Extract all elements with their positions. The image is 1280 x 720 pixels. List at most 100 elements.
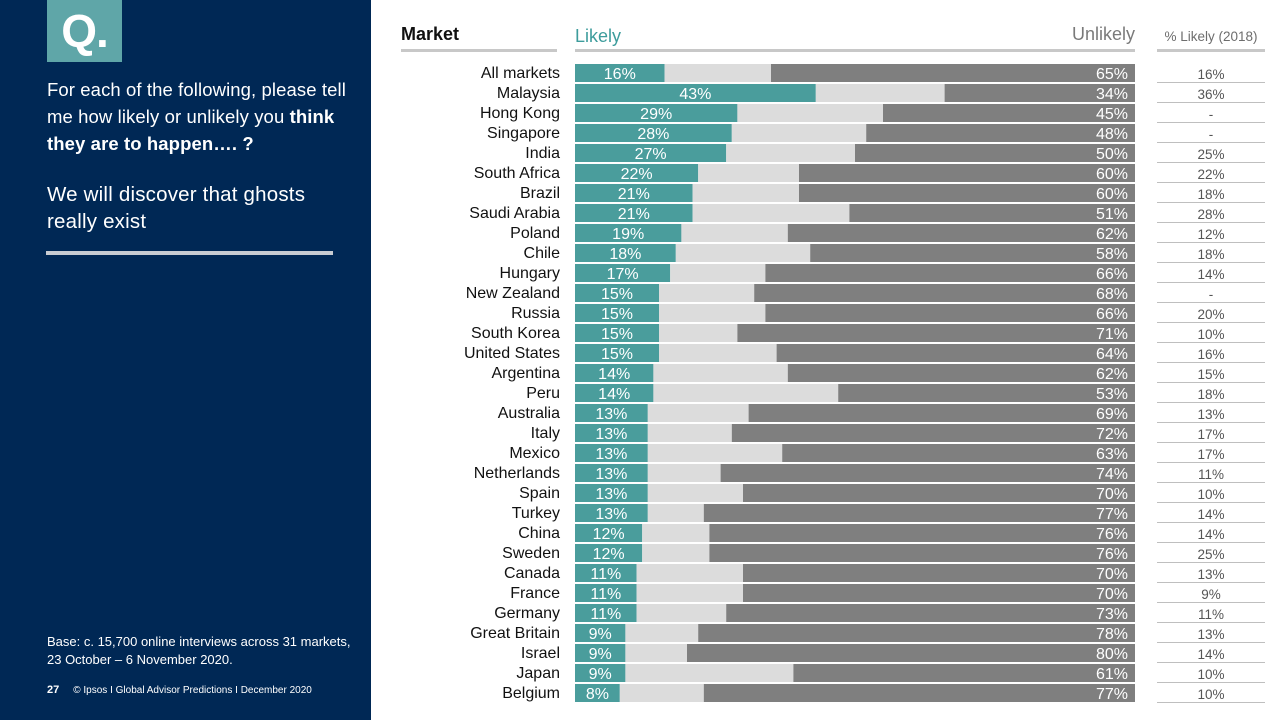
chart-row: New Zealand 15% 68% - xyxy=(466,284,1265,303)
likely-2018-rule xyxy=(1157,422,1265,423)
bar-neither xyxy=(625,624,699,642)
likely-2018-rule xyxy=(1157,662,1265,663)
bar-neither xyxy=(647,424,732,442)
likely-2018-value: 13% xyxy=(1197,567,1224,582)
bar-likely xyxy=(575,424,648,442)
bar-neither xyxy=(731,124,867,142)
unlikely-value-label: 74% xyxy=(1096,466,1128,483)
bar-likely xyxy=(575,384,654,402)
bar-neither xyxy=(636,604,727,622)
bar-unlikely xyxy=(782,444,1135,462)
unlikely-value-label: 69% xyxy=(1096,406,1128,423)
likely-value-label: 12% xyxy=(593,546,625,563)
likely-2018-value: 12% xyxy=(1197,227,1224,242)
likely-2018-value: 20% xyxy=(1197,307,1224,322)
bar-likely xyxy=(575,544,643,562)
likely-2018-value: 16% xyxy=(1197,67,1224,82)
unlikely-value-label: 78% xyxy=(1096,626,1128,643)
bar-neither xyxy=(659,284,755,302)
market-label: France xyxy=(510,585,560,602)
chart-row: Peru 14% 53% 18% xyxy=(526,384,1265,403)
bar-unlikely xyxy=(737,324,1135,342)
likely-2018-value: 14% xyxy=(1197,527,1224,542)
unlikely-value-label: 50% xyxy=(1096,146,1128,163)
likely-2018-value: 13% xyxy=(1197,627,1224,642)
unlikely-value-label: 68% xyxy=(1096,286,1128,303)
market-label: India xyxy=(525,145,560,162)
market-label: Netherlands xyxy=(474,465,560,482)
likely-2018-value: 25% xyxy=(1197,147,1224,162)
likely-2018-value: 25% xyxy=(1197,547,1224,562)
unlikely-value-label: 63% xyxy=(1096,446,1128,463)
chart-row: All markets 16% 65% 16% xyxy=(481,64,1265,83)
bar-unlikely xyxy=(787,364,1135,382)
chart-row: Singapore 28% 48% - xyxy=(487,124,1265,143)
bar-unlikely xyxy=(703,504,1135,522)
market-label: Italy xyxy=(531,425,560,442)
likely-2018-rule xyxy=(1157,542,1265,543)
likely-2018-value: 14% xyxy=(1197,507,1224,522)
likely-2018-value: 18% xyxy=(1197,247,1224,262)
header-likely: Likely xyxy=(575,26,622,46)
bar-unlikely xyxy=(883,104,1135,122)
market-label: All markets xyxy=(481,65,560,82)
likely-2018-rule xyxy=(1157,322,1265,323)
question-panel: Q. For each of the following, please tel… xyxy=(0,0,371,720)
bar-likely xyxy=(575,284,659,302)
likely-2018-rule xyxy=(1157,502,1265,503)
bar-likely xyxy=(575,104,738,122)
likely-2018-rule xyxy=(1157,682,1265,683)
bar-unlikely xyxy=(799,184,1135,202)
unlikely-value-label: 34% xyxy=(1096,86,1128,103)
likely-2018-value: 9% xyxy=(1201,587,1221,602)
likely-value-label: 13% xyxy=(595,486,627,503)
bar-likely xyxy=(575,484,648,502)
likely-2018-value: 17% xyxy=(1197,427,1224,442)
chart-row: Hungary 17% 66% 14% xyxy=(500,264,1265,283)
likely-2018-rule xyxy=(1157,142,1265,143)
chart-row: Japan 9% 61% 10% xyxy=(516,664,1265,683)
likely-value-label: 43% xyxy=(679,86,711,103)
bar-neither xyxy=(659,324,738,342)
bar-neither xyxy=(647,504,704,522)
bar-unlikely xyxy=(743,584,1135,602)
market-label: Spain xyxy=(519,485,560,502)
chart-row: Saudi Arabia 21% 51% 28% xyxy=(469,204,1265,223)
chart-row: United States 15% 64% 16% xyxy=(464,344,1265,363)
bar-neither xyxy=(815,84,945,102)
unlikely-value-label: 64% xyxy=(1096,346,1128,363)
footer-text: © Ipsos I Global Advisor Predictions I D… xyxy=(73,684,312,696)
bar-likely xyxy=(575,244,676,262)
bar-unlikely xyxy=(944,84,1135,102)
unlikely-value-label: 51% xyxy=(1096,206,1128,223)
bar-likely xyxy=(575,524,643,542)
bar-neither xyxy=(636,584,743,602)
likely-2018-value: 10% xyxy=(1197,667,1224,682)
market-label: Singapore xyxy=(487,125,560,142)
bar-likely xyxy=(575,144,727,162)
market-label: Sweden xyxy=(502,545,560,562)
bar-unlikely xyxy=(793,664,1135,682)
likely-2018-rule xyxy=(1157,442,1265,443)
likely-2018-value: 18% xyxy=(1197,387,1224,402)
bar-neither xyxy=(692,204,850,222)
footer: 27 © Ipsos I Global Advisor Predictions … xyxy=(47,684,312,696)
likely-value-label: 21% xyxy=(618,186,650,203)
header-unlikely: Unlikely xyxy=(1071,24,1135,44)
unlikely-value-label: 80% xyxy=(1096,646,1128,663)
chart-row: China 12% 76% 14% xyxy=(518,524,1265,543)
likely-2018-rule xyxy=(1157,262,1265,263)
likely-value-label: 13% xyxy=(595,426,627,443)
bar-neither xyxy=(659,344,777,362)
likely-2018-value: 10% xyxy=(1197,487,1224,502)
bar-likely xyxy=(575,684,620,702)
market-label: Mexico xyxy=(509,445,560,462)
unlikely-value-label: 70% xyxy=(1096,566,1128,583)
bar-neither xyxy=(681,224,788,242)
likely-value-label: 13% xyxy=(595,446,627,463)
bar-neither xyxy=(726,144,855,162)
likely-value-label: 14% xyxy=(598,386,630,403)
chart-row: France 11% 70% 9% xyxy=(510,584,1265,603)
question-subject: We will discover that ghosts really exis… xyxy=(47,183,306,233)
unlikely-value-label: 48% xyxy=(1096,126,1128,143)
